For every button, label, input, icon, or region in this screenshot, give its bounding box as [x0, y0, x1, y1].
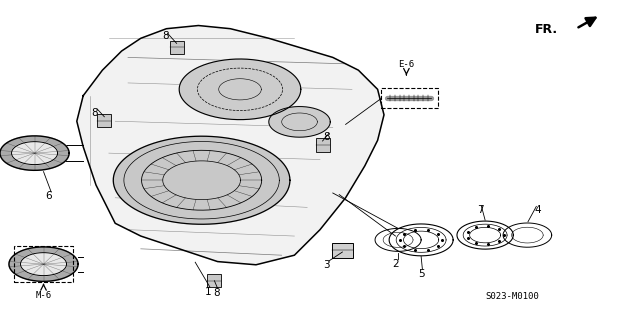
- Polygon shape: [9, 247, 78, 281]
- Polygon shape: [269, 107, 330, 137]
- Polygon shape: [77, 26, 384, 265]
- Polygon shape: [12, 142, 58, 165]
- Text: E-6: E-6: [398, 60, 415, 69]
- Text: S023-M0100: S023-M0100: [485, 293, 539, 301]
- Bar: [332, 243, 353, 258]
- Text: 1: 1: [205, 287, 211, 297]
- Text: 7: 7: [477, 205, 483, 215]
- Text: 6: 6: [45, 191, 52, 201]
- Polygon shape: [20, 253, 67, 276]
- Polygon shape: [0, 136, 69, 170]
- Text: 8: 8: [213, 288, 220, 298]
- Bar: [170, 41, 184, 54]
- Text: 8: 8: [92, 108, 98, 118]
- Text: 4: 4: [534, 205, 541, 215]
- Text: 8: 8: [323, 131, 330, 142]
- Bar: [316, 138, 330, 152]
- Text: 3: 3: [323, 260, 330, 271]
- Bar: [207, 274, 221, 287]
- Text: 5: 5: [418, 269, 424, 279]
- Text: FR.: FR.: [535, 23, 558, 36]
- Text: M-6: M-6: [35, 291, 52, 300]
- Text: 2: 2: [392, 259, 399, 269]
- Bar: [97, 114, 111, 127]
- Polygon shape: [113, 136, 290, 224]
- Polygon shape: [179, 59, 301, 120]
- Text: 8: 8: [162, 31, 168, 41]
